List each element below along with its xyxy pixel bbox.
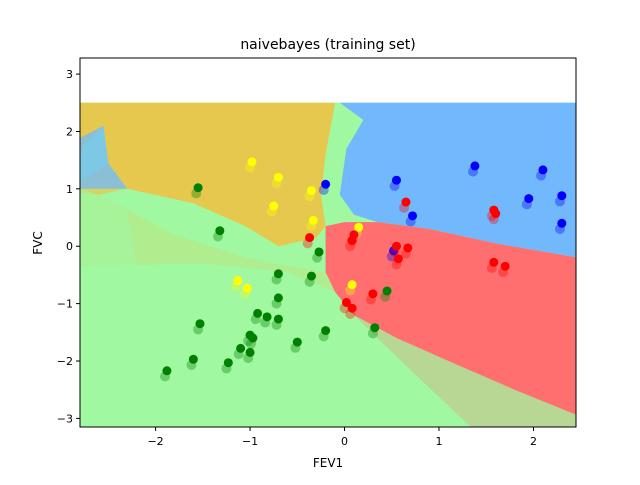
- point-red-13: [368, 289, 378, 299]
- decision-regions: [80, 102, 576, 427]
- region-red-green-blend: [354, 315, 576, 427]
- plot-frame: [79, 57, 577, 428]
- point-green-20: [382, 286, 392, 296]
- point-yellow-8: [354, 222, 364, 232]
- point-blue-4: [538, 165, 548, 175]
- point-green-12: [273, 314, 283, 324]
- point-green-6: [236, 343, 246, 353]
- chart-title: naivebayes (training set): [240, 37, 415, 53]
- point-red-11: [341, 297, 351, 307]
- y-tick-label-5: 2: [66, 125, 73, 138]
- x-axis: −2 −1 0 1 2: [147, 427, 537, 448]
- point-green-4: [215, 226, 225, 236]
- point-green-15: [292, 337, 302, 347]
- point-green-9: [245, 347, 255, 357]
- region-blue-left: [80, 125, 128, 189]
- y-tick-label-2: −1: [57, 298, 73, 311]
- point-yellow-0: [247, 157, 257, 167]
- x-axis-label: FEV1: [313, 456, 343, 470]
- point-red-0: [305, 233, 315, 243]
- point-red-2: [349, 230, 359, 240]
- y-axis: −3 −2 −1 0 1 2 3: [57, 68, 80, 425]
- point-red-12: [347, 303, 357, 313]
- point-red-5: [393, 254, 403, 264]
- point-red-3: [401, 197, 411, 207]
- y-tick-label-3: 0: [66, 240, 73, 253]
- point-yellow-6: [242, 283, 252, 293]
- point-blue-1: [391, 175, 401, 185]
- point-yellow-1: [273, 172, 283, 182]
- x-tick-label-2: 0: [341, 435, 348, 448]
- x-tick-label-0: −2: [147, 435, 163, 448]
- point-blue-0: [321, 179, 331, 189]
- region-yellow-green-blend: [80, 188, 336, 293]
- region-green-left: [80, 188, 137, 268]
- point-blue-7: [557, 218, 567, 228]
- y-tick-label-4: 1: [66, 183, 73, 196]
- point-green-8: [248, 333, 258, 343]
- point-red-9: [489, 257, 499, 267]
- point-green-16: [306, 271, 316, 281]
- point-blue-2: [408, 211, 418, 221]
- point-blue-3: [470, 161, 480, 171]
- point-red-6: [403, 243, 413, 253]
- point-green-18: [321, 326, 331, 336]
- point-green-10: [253, 308, 263, 318]
- point-yellow-4: [308, 215, 318, 225]
- x-tick-label-1: −1: [242, 435, 258, 448]
- region-red: [325, 222, 576, 415]
- point-green-1: [188, 354, 198, 364]
- point-yellow-2: [269, 201, 279, 211]
- x-tick-label-4: 2: [530, 435, 537, 448]
- y-tick-label-1: −2: [57, 355, 73, 368]
- point-green-5: [223, 358, 233, 368]
- point-red-4: [391, 241, 401, 251]
- point-yellow-5: [233, 276, 243, 286]
- point-green-3: [193, 183, 203, 193]
- y-tick-label-6: 3: [66, 68, 73, 81]
- point-green-2: [195, 319, 205, 329]
- y-axis-label: FVC: [31, 231, 45, 255]
- y-tick-label-0: −3: [57, 412, 73, 425]
- point-yellow-3: [306, 186, 316, 196]
- point-green-0: [162, 366, 172, 376]
- point-green-13: [273, 293, 283, 303]
- point-red-8: [491, 209, 501, 219]
- region-yellow: [80, 102, 336, 247]
- point-green-11: [262, 312, 272, 322]
- region-blue: [339, 102, 576, 258]
- point-green-17: [314, 247, 324, 257]
- point-green-19: [370, 323, 380, 333]
- point-green-14: [273, 269, 283, 279]
- x-tick-label-3: 1: [436, 435, 443, 448]
- data-points: [160, 157, 567, 382]
- point-red-10: [500, 261, 510, 271]
- point-yellow-7: [347, 280, 357, 290]
- point-blue-6: [557, 191, 567, 201]
- point-blue-5: [524, 194, 534, 204]
